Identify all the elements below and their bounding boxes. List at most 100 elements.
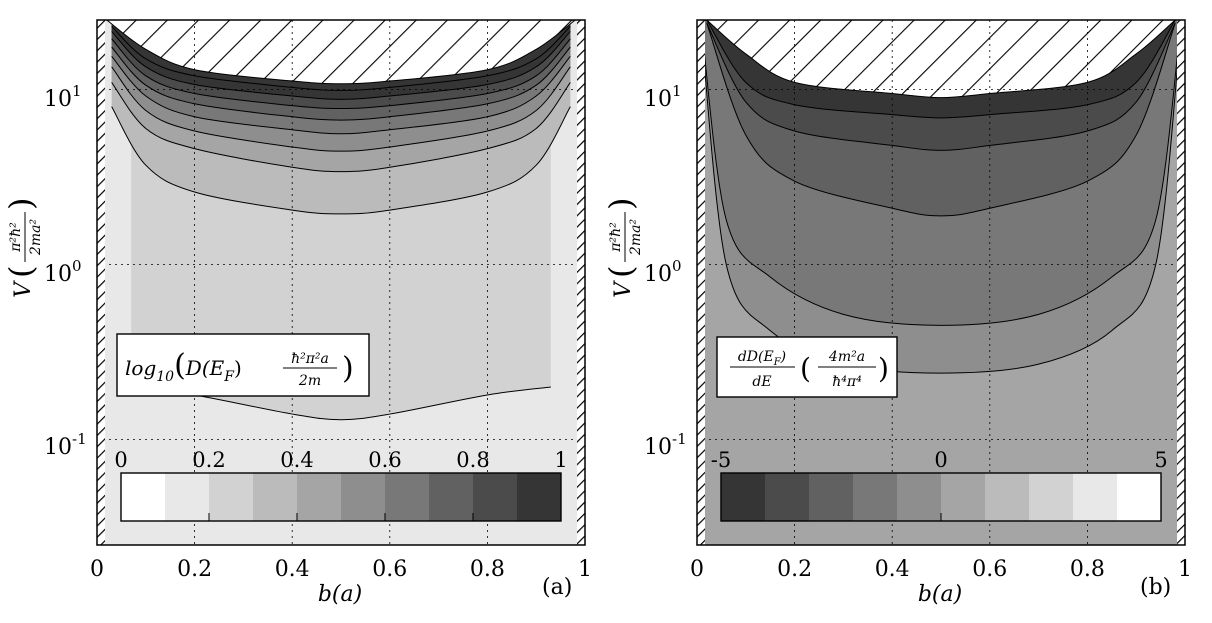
svg-text:): ) [878,352,889,385]
panel-a-ytick-10-0: 100 [44,257,82,287]
axes-text: 101 100 10-1 101 100 10-1 V ( π²ħ² 2ma² … [2,82,1171,607]
contour-line-level--1 [701,29,1181,326]
panel-a: log10(D(EF) ħ²π²a 2m ) 0 0.2 0.4 0.6 0.8 1 [96,19,586,546]
panel-b-unit-num: 4m²a [828,349,865,365]
panel-a-xtick-label: 0 [90,557,104,582]
contour-line-level-0.7 [111,38,571,110]
panel-b-ytick-10-m1: 10-1 [644,430,687,460]
colorbar-swatch-1 [165,473,210,521]
panel-b-xtick-label: 1 [1178,557,1192,582]
panel-b-xtick-label: 0.4 [875,557,910,582]
panel-a-xtick-label: 0.2 [177,557,212,582]
panel-a-ylabel: V ( π²ħ² 2ma² ) [2,198,44,298]
colorbar-swatch-3 [253,473,298,521]
panel-b-unit-den: ħ⁴π⁴ [832,374,862,390]
svg-text:V: V [11,280,36,298]
panel-b-quantity-box: dD(EF) dE ( 4m²a ħ⁴π⁴ ) [716,336,898,398]
panel-a-xtick-label: 1 [578,557,592,582]
contour-line-level--4 [706,20,1176,119]
contour-line-level-0.3 [111,82,571,173]
panel-b-xtick-label: 0.2 [777,557,812,582]
panel-a-right-hatch-strip [577,20,585,545]
colorbar-frame [120,472,562,522]
panel-a-log-label: log [125,356,156,380]
panel-b-frame [696,19,1186,546]
contour-line-level-0.4 [111,66,571,152]
panel-a-xlabel: b(a) [318,582,362,607]
colorbar-swatch-1 [765,473,810,521]
svg-text:2ma²: 2ma² [28,219,44,257]
panel-a-colorbar [120,472,562,522]
panel-a-label: (a) [542,575,572,600]
panel-b-xtick-label: 0.6 [972,557,1007,582]
hatched-undefined-region [106,20,576,85]
panel-b-deriv-den: dE [752,374,771,390]
colorbar-tick-label: 0.4 [280,448,313,472]
colorbar-swatch-0 [121,473,166,521]
svg-text:): ) [602,198,640,210]
panel-b-right-hatch-strip [1177,20,1185,545]
colorbar-swatch-2 [209,473,254,521]
svg-text:(: ( [2,266,40,278]
contour-line-level-0.8 [111,31,571,100]
panel-a-frac-num: ħ²π²a [291,351,329,367]
colorbar-swatch-5 [341,473,386,521]
contour-line-level-0.5 [111,56,571,135]
svg-text:π²ħ²: π²ħ² [608,222,624,253]
colorbar-tick-label: 0.6 [368,448,401,472]
contour-line-level--3 [706,22,1176,151]
contour-line-level-0.9 [111,25,571,91]
contour-line-level-0.6 [111,46,571,121]
panel-a-left-hatch-strip [97,20,105,545]
colorbar-tick-label: 0.2 [192,448,225,472]
hatched-undefined-region [706,20,1176,99]
panel-b-ylabel: V ( π²ħ² 2ma² ) [602,198,644,298]
svg-text:π²ħ²: π²ħ² [8,222,24,253]
contour-line-level--2 [706,22,1176,217]
svg-text:V: V [611,280,636,298]
panel-b-xlabel: b(a) [918,582,962,607]
colorbar-swatch-7 [1029,473,1074,521]
panel-a-xtick-label: 0.4 [275,557,310,582]
colorbar-swatch-9 [517,473,562,521]
colorbar-swatch-6 [385,473,430,521]
svg-text:2ma²: 2ma² [628,219,644,257]
panel-a-close-paren: ) [342,351,354,386]
panel-b-colorbar-ticks: -5 0 5 [711,448,1168,521]
x-tick-labels: 0 0.2 0.4 0.6 0.8 1 0 0.2 0.4 0.6 0.8 1 [90,557,1192,582]
colorbar-swatch-9 [1117,473,1162,521]
colorbar-tick-label: 5 [1154,448,1167,472]
colorbar-tick-label: 0 [934,448,947,472]
colorbar-swatch-8 [473,473,518,521]
panel-a-ytick-10-1: 101 [44,82,82,112]
colorbar-swatch-0 [721,473,766,521]
panel-a-contour-lines [106,20,576,421]
panel-b-xtick-label: 0.8 [1070,557,1105,582]
panel-a-xtick-label: 0.8 [470,557,505,582]
panel-b-label: (b) [1140,575,1171,600]
colorbar-swatch-8 [1073,473,1118,521]
panel-a-frac-den: 2m [298,373,321,389]
panel-b-deriv-num: dD(EF) [738,349,786,368]
panel-a-quantity-box: log10(D(EF) ħ²π²a 2m ) [116,333,370,397]
colorbar-swatch-4 [297,473,342,521]
svg-text:(: ( [800,352,811,385]
colorbar-tick-label: 1 [554,448,567,472]
panel-b: dD(EF) dE ( 4m²a ħ⁴π⁴ ) -5 0 5 [696,19,1186,546]
colorbar-swatch-4 [897,473,942,521]
colorbar-swatch-6 [985,473,1030,521]
colorbar-swatch-2 [809,473,854,521]
colorbar-tick-label: 0 [114,448,127,472]
panel-b-ytick-10-0: 100 [644,257,682,287]
svg-text:(: ( [602,266,640,278]
contour-line-level-0 [701,36,1181,374]
svg-text:): ) [2,198,40,210]
colorbar-swatch-3 [853,473,898,521]
colorbar-tick-label: 0.8 [456,448,489,472]
panel-a-frame [96,19,586,546]
panel-b-ytick-10-1: 101 [644,82,682,112]
panel-a-colorbar-ticks: 0 0.2 0.4 0.6 0.8 1 [114,448,568,521]
panel-b-xtick-label: 0 [690,557,704,582]
panel-b-left-hatch-strip [697,20,705,545]
contour-line-level-0.2 [111,106,571,215]
